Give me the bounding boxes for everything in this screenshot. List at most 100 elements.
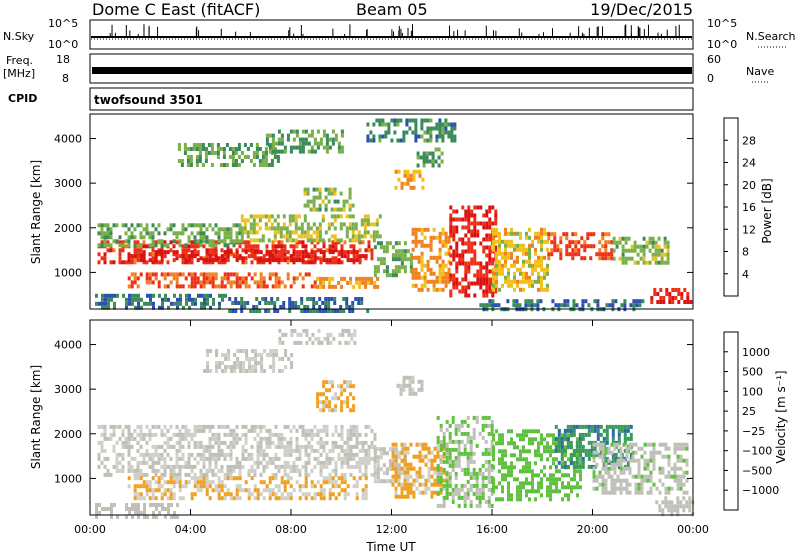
data-cell xyxy=(113,301,116,306)
data-cell xyxy=(378,234,382,239)
data-cell xyxy=(142,244,146,249)
data-cell xyxy=(322,392,326,397)
data-cell xyxy=(305,328,309,333)
data-cell xyxy=(285,238,289,243)
data-cell xyxy=(316,248,320,253)
data-cell xyxy=(560,464,564,469)
data-cell xyxy=(351,230,355,235)
data-cell xyxy=(307,472,311,477)
colorbar-tick-label: −500 xyxy=(742,464,772,477)
data-cell xyxy=(584,448,588,453)
data-cell xyxy=(301,276,305,281)
data-cell xyxy=(550,232,554,237)
data-cell xyxy=(458,253,462,258)
data-cell xyxy=(277,468,281,473)
x-tick-label: 12:00 xyxy=(376,523,408,536)
data-cell xyxy=(154,480,158,485)
data-cell xyxy=(305,340,309,345)
data-cell xyxy=(492,485,495,490)
data-cell xyxy=(145,260,149,265)
data-cell xyxy=(360,218,364,223)
data-cell xyxy=(127,436,131,441)
data-cell xyxy=(181,231,185,236)
data-cell xyxy=(173,511,176,515)
data-cell xyxy=(536,303,540,308)
data-cell xyxy=(169,456,173,461)
data-cell xyxy=(438,118,442,123)
data-cell xyxy=(247,452,251,457)
data-cell xyxy=(447,122,451,127)
data-cell xyxy=(181,484,185,489)
data-cell xyxy=(202,480,206,485)
data-cell xyxy=(372,222,376,227)
data-cell xyxy=(277,137,281,142)
data-cell xyxy=(255,238,259,243)
data-cell xyxy=(208,272,212,277)
data-cell xyxy=(679,504,683,509)
data-cell xyxy=(680,296,684,300)
data-cell xyxy=(328,258,332,263)
data-cell xyxy=(134,297,137,302)
data-cell xyxy=(286,133,290,138)
data-cell xyxy=(481,475,485,480)
data-cell xyxy=(534,247,537,252)
data-cell xyxy=(400,482,404,487)
data-cell xyxy=(237,163,241,167)
data-cell xyxy=(430,490,434,495)
data-cell xyxy=(330,309,334,313)
data-cell xyxy=(233,369,237,373)
data-cell xyxy=(576,469,579,474)
data-cell xyxy=(516,477,519,482)
data-cell xyxy=(348,238,352,243)
data-cell xyxy=(385,451,389,456)
data-cell xyxy=(487,467,491,472)
data-cell xyxy=(202,284,206,289)
data-cell xyxy=(524,303,528,308)
data-cell xyxy=(277,260,281,265)
data-cell xyxy=(130,258,134,263)
data-cell xyxy=(253,484,257,489)
data-cell xyxy=(214,432,218,437)
data-cell xyxy=(337,484,341,489)
data-cell xyxy=(564,453,567,458)
data-cell xyxy=(421,446,425,451)
data-cell xyxy=(461,261,465,266)
data-cell xyxy=(318,230,322,235)
data-cell xyxy=(447,251,451,256)
data-cell xyxy=(213,151,217,155)
data-cell xyxy=(447,267,451,272)
data-cell xyxy=(415,474,419,479)
data-cell xyxy=(450,122,454,127)
data-cell xyxy=(427,478,431,483)
data-cell xyxy=(385,241,389,246)
data-cell xyxy=(495,271,498,276)
data-cell xyxy=(651,252,655,257)
data-cell xyxy=(230,365,234,369)
data-cell xyxy=(385,471,389,476)
data-cell xyxy=(214,250,218,255)
data-cell xyxy=(531,481,534,486)
data-cell xyxy=(406,470,410,475)
data-cell xyxy=(673,450,677,455)
data-cell xyxy=(438,235,442,240)
data-cell xyxy=(169,492,173,497)
data-cell xyxy=(229,250,233,255)
data-cell xyxy=(246,155,250,159)
data-cell xyxy=(531,473,534,478)
data-cell xyxy=(580,244,584,249)
data-cell xyxy=(163,468,167,473)
data-cell xyxy=(614,424,618,429)
data-cell xyxy=(492,227,495,232)
data-cell xyxy=(187,460,191,465)
data-cell xyxy=(258,238,262,243)
data-cell xyxy=(567,497,570,502)
data-cell xyxy=(339,214,343,219)
data-cell xyxy=(373,444,377,449)
data-cell xyxy=(376,475,380,480)
data-cell xyxy=(537,453,540,458)
data-cell xyxy=(552,449,555,454)
data-cell xyxy=(298,272,302,277)
data-cell xyxy=(361,440,365,445)
data-cell xyxy=(110,507,113,511)
data-cell xyxy=(568,252,572,257)
